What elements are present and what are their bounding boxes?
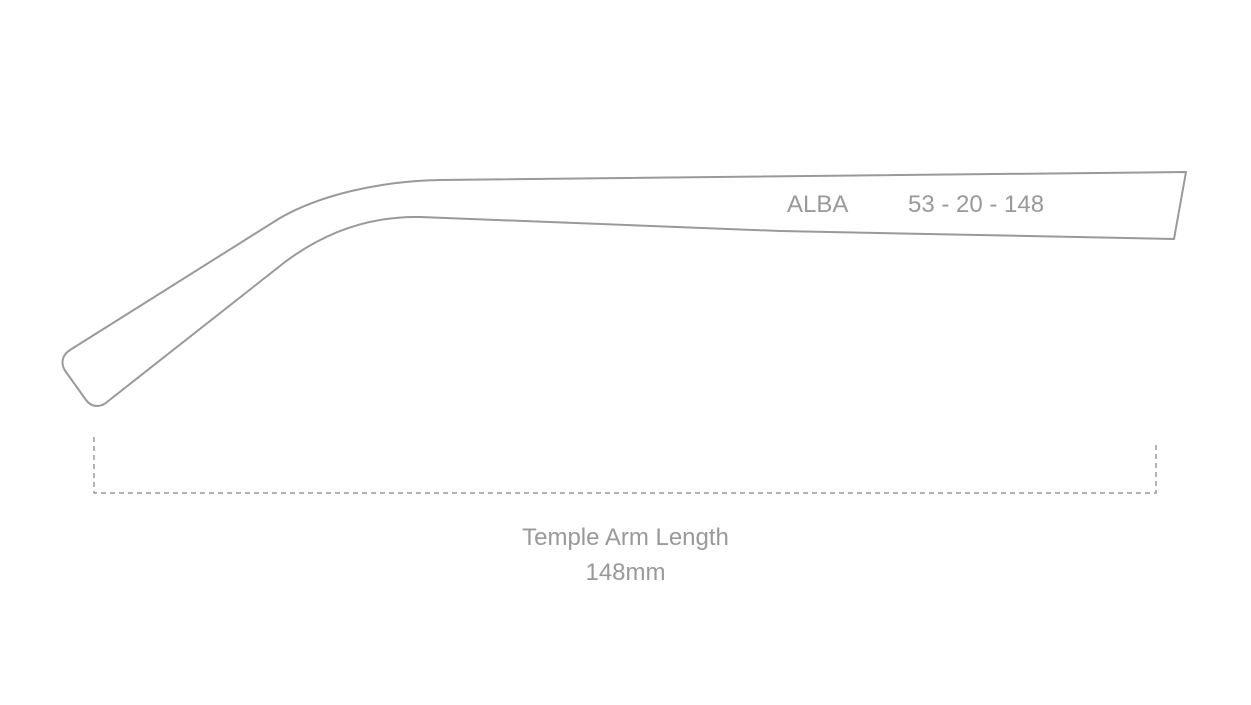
measurement-value: 148mm — [585, 559, 666, 586]
temple-arm-outline — [61, 171, 1187, 407]
model-name: ALBA — [787, 191, 849, 218]
frame-size: 53 - 20 - 148 — [908, 191, 1045, 218]
measurement-label: Temple Arm Length — [522, 524, 729, 551]
measurement-dimension-line — [93, 437, 1157, 494]
